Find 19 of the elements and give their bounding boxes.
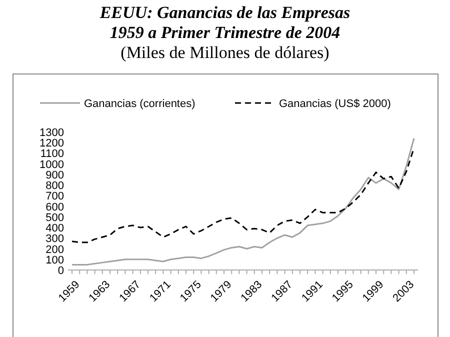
y-tick-label: 1000 — [40, 158, 64, 171]
legend-label: Ganancias (corrientes) — [84, 98, 196, 110]
y-tick-label: 1100 — [40, 148, 64, 160]
y-tick-label: 900 — [46, 169, 64, 182]
y-tick-label: 400 — [46, 222, 64, 235]
y-tick-label: 200 — [46, 244, 64, 256]
line-series — [71, 138, 415, 266]
y-tick-label: 1200 — [40, 138, 64, 150]
y-tick-label: 0 — [58, 265, 64, 277]
y-tick-label: 600 — [46, 201, 64, 214]
legend-label: Ganancias (US$ 2000) — [279, 98, 391, 110]
y-tick-label: 300 — [46, 233, 64, 246]
y-tick-label: 500 — [46, 212, 64, 224]
y-tick-label: 700 — [46, 190, 64, 203]
y-tick-label: 1300 — [40, 127, 64, 139]
y-tick-label: 800 — [46, 180, 64, 192]
chart-title: EEUU: Ganancias de las Empresas 1959 a Primer Trimestre de 2004 — [98, 3, 351, 42]
chart-subtitle: (Miles de Millones de dólares) — [120, 43, 330, 62]
y-tick-label: 100 — [46, 254, 64, 266]
